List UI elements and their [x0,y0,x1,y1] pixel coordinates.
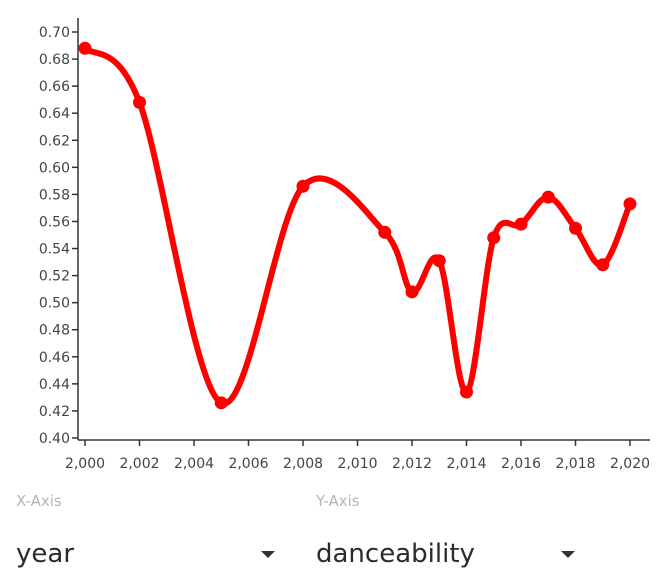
data-point [432,254,446,268]
data-point [541,190,555,204]
x-tick-label: 2,018 [555,456,595,472]
x-tick-label: 2,002 [119,456,159,472]
y-axis-select-value: danceability [316,539,475,569]
data-point [405,285,419,299]
data-point [78,41,92,55]
x-tick-label: 2,006 [228,456,268,472]
line-chart: 0.40 0.42 0.44 0.46 0.48 0.50 0.52 0.54 0.56 0.58… [39,18,650,472]
x-tick-label: 2,008 [283,456,323,472]
series-line [82,45,633,407]
y-tick-label: 0.50 [39,296,70,312]
x-axis-control: X-Axis year [16,492,281,572]
x-axis-ticks: 2,000 2,002 2,004 2,006 2,008 2,010 2,012 2,014… [65,440,650,472]
y-tick-label: 0.68 [39,52,70,68]
y-tick-label: 0.40 [39,431,70,447]
y-tick-label: 0.42 [39,404,70,420]
y-axis-caption: Y-Axis [316,492,360,510]
x-tick-label: 2,016 [501,456,541,472]
x-axis-select[interactable]: year [16,536,281,572]
x-tick-label: 2,000 [65,456,105,472]
x-tick-label: 2,004 [174,456,214,472]
y-tick-label: 0.48 [39,323,70,339]
y-tick-label: 0.56 [39,214,70,230]
y-tick-label: 0.58 [39,187,70,203]
x-tick-label: 2,020 [610,456,650,472]
data-point [460,385,473,399]
x-tick-label: 2,012 [392,456,432,472]
y-tick-label: 0.66 [39,79,70,95]
data-point [487,231,501,245]
y-tick-label: 0.46 [39,350,70,366]
x-tick-label: 2,014 [446,456,486,472]
x-tick-label: 2,010 [337,456,377,472]
data-point [133,95,146,109]
x-axis-caption: X-Axis [16,492,62,510]
y-tick-label: 0.70 [39,25,70,41]
data-point [378,225,392,239]
y-tick-label: 0.60 [39,160,70,176]
chevron-down-icon [561,550,575,558]
y-axis-select[interactable]: danceability [316,536,581,572]
chevron-down-icon [261,550,275,558]
y-axis-ticks: 0.40 0.42 0.44 0.46 0.48 0.50 0.52 0.54 0.56 0.58… [39,25,78,447]
y-tick-label: 0.54 [39,242,70,258]
y-tick-label: 0.44 [39,377,70,393]
y-tick-label: 0.64 [39,106,70,122]
x-axis-select-value: year [16,539,75,569]
data-point [623,197,637,211]
y-axis-control: Y-Axis danceability [316,492,581,572]
data-point [214,396,228,410]
data-point [596,258,610,272]
data-point [296,179,310,193]
data-point [569,221,582,235]
y-tick-label: 0.62 [39,133,70,149]
data-points [78,41,637,410]
data-point [514,217,528,231]
y-tick-label: 0.52 [39,269,70,285]
